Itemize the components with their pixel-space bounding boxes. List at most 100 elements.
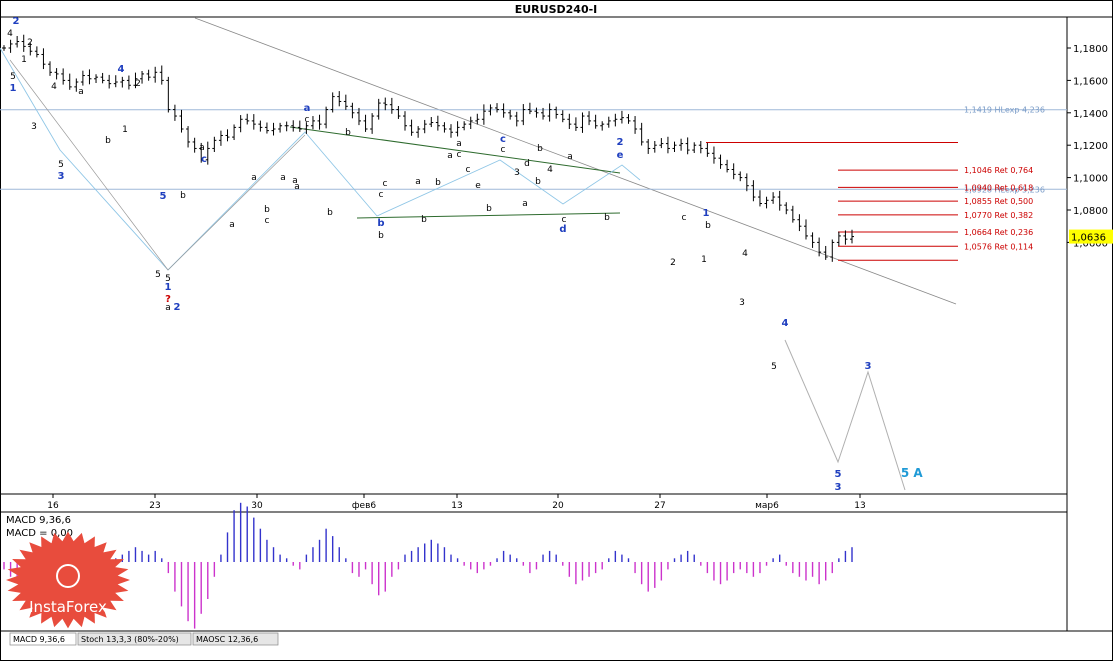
- price-bar: [554, 106, 559, 119]
- price-bar: [633, 116, 638, 134]
- price-bar: [34, 46, 39, 58]
- wave-label: 2: [174, 302, 181, 313]
- price-bar: [606, 116, 611, 128]
- price-bar: [777, 190, 782, 211]
- wave-label: 2: [135, 79, 141, 89]
- price-bar: [133, 72, 138, 89]
- indicator-tab[interactable]: [77, 632, 192, 646]
- price-bar: [850, 229, 854, 244]
- price-bar: [2, 45, 6, 51]
- price-bar: [356, 107, 361, 126]
- price-bar: [324, 106, 329, 129]
- price-bar: [153, 66, 158, 83]
- wave-label: 5: [165, 274, 171, 284]
- indicator-title: MACD 9,36,6: [6, 515, 71, 526]
- price-bar: [508, 109, 513, 120]
- wave-label: 3: [835, 482, 842, 493]
- wave-label: a: [415, 177, 421, 187]
- wave-label: c: [383, 179, 388, 189]
- price-bar: [389, 97, 394, 114]
- fib-level-label: 1,0576 Ret 0,114: [964, 242, 1033, 251]
- wave-label: 1: [701, 255, 707, 265]
- price-bar: [15, 36, 20, 48]
- price-bar: [534, 107, 539, 118]
- wave-label: 5: [835, 469, 842, 480]
- price-bar: [692, 142, 697, 153]
- price-bar: [797, 214, 802, 232]
- wave-label: 2: [670, 258, 676, 268]
- price-bar: [626, 114, 631, 124]
- wave-label: a: [199, 143, 205, 153]
- indicator-tab-label[interactable]: MACD 9,36,6: [13, 635, 65, 644]
- price-bar: [304, 122, 309, 134]
- price-bar: [639, 122, 644, 146]
- current-price-label: 1,0636: [1071, 233, 1106, 244]
- price-bar: [547, 103, 552, 122]
- instaforex-logo-icon: [6, 531, 130, 629]
- price-bar: [41, 48, 46, 70]
- price-bar: [521, 104, 526, 126]
- price-bar: [442, 122, 447, 133]
- indicator-tab[interactable]: [192, 632, 279, 646]
- price-bar: [771, 192, 776, 204]
- price-bar: [501, 103, 506, 118]
- price-bar: [455, 121, 460, 137]
- wave-label: ?: [165, 294, 171, 305]
- logo-text: InstaForex: [29, 598, 107, 616]
- price-bar: [212, 136, 217, 153]
- price-bar: [179, 109, 184, 133]
- wave-label: b: [105, 136, 111, 146]
- wave-label: b: [180, 191, 186, 201]
- wave-label: b: [327, 208, 333, 218]
- wave-label: c: [501, 145, 506, 155]
- time-tick-label: 27: [654, 501, 665, 511]
- price-bar: [278, 122, 283, 133]
- price-bar: [317, 114, 322, 130]
- wave-label: e: [475, 181, 481, 191]
- price-bar: [600, 121, 605, 131]
- price-bar: [94, 74, 99, 83]
- logo-emblem-icon: [56, 564, 80, 588]
- price-bar: [573, 117, 578, 131]
- wave-label: 5: [10, 72, 16, 82]
- price-bar: [587, 111, 592, 126]
- price-bar: [67, 73, 72, 90]
- wave-label: b: [421, 215, 427, 225]
- price-bar: [718, 154, 723, 169]
- trend-line: [194, 17, 957, 305]
- price-bar: [435, 115, 440, 131]
- price-bar: [593, 114, 598, 129]
- price-bar: [363, 114, 368, 132]
- hlexp-level-label: 1,1419 HLexp 4,236: [964, 106, 1045, 115]
- wave-path: [0, 47, 641, 271]
- price-tick-label: 1,1200: [1073, 141, 1108, 152]
- price-bar: [817, 237, 822, 257]
- wave-label: b: [535, 177, 541, 187]
- price-bar: [646, 139, 651, 154]
- price-tick-label: 1,0600: [1073, 238, 1108, 249]
- wave-label: 2: [13, 16, 20, 27]
- indicator-tab[interactable]: [9, 632, 77, 646]
- price-bar: [495, 103, 500, 113]
- indicator-tab-label[interactable]: MAOSC 12,36,6: [196, 635, 258, 644]
- price-bar: [402, 111, 407, 131]
- price-bar: [48, 61, 53, 76]
- wave-path-grey: [9, 59, 306, 271]
- price-bar: [672, 141, 677, 153]
- price-bar: [738, 171, 743, 182]
- price-bar: [383, 97, 388, 111]
- wave-label: d: [524, 159, 530, 169]
- wave-label: c: [466, 165, 471, 175]
- price-bar: [113, 75, 118, 88]
- price-bar: [757, 190, 762, 207]
- indicator-tab-label[interactable]: Stoch 13,3,3 (80%-20%): [81, 635, 179, 644]
- time-tick-label: 16: [47, 501, 59, 511]
- wave-label: 5: [771, 362, 777, 372]
- price-bar: [810, 232, 815, 248]
- price-bar: [126, 75, 131, 90]
- price-bar: [330, 92, 335, 113]
- price-bar: [310, 116, 315, 130]
- price-bar: [284, 121, 289, 132]
- price-bar: [560, 110, 565, 123]
